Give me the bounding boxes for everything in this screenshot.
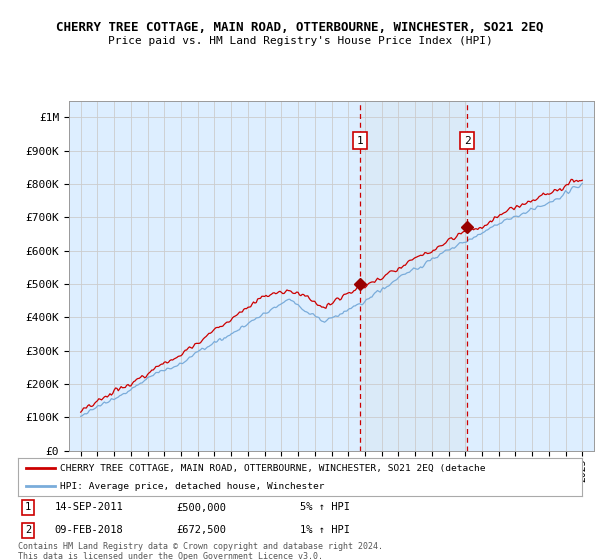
Text: Contains HM Land Registry data © Crown copyright and database right 2024.
This d: Contains HM Land Registry data © Crown c…: [18, 542, 383, 560]
Text: 09-FEB-2018: 09-FEB-2018: [55, 525, 124, 535]
Text: 5% ↑ HPI: 5% ↑ HPI: [300, 502, 350, 512]
Text: HPI: Average price, detached house, Winchester: HPI: Average price, detached house, Winc…: [60, 482, 325, 491]
Text: 1: 1: [25, 502, 31, 512]
Text: 1: 1: [357, 136, 364, 146]
Text: CHERRY TREE COTTAGE, MAIN ROAD, OTTERBOURNE, WINCHESTER, SO21 2EQ: CHERRY TREE COTTAGE, MAIN ROAD, OTTERBOU…: [56, 21, 544, 34]
Text: £500,000: £500,000: [176, 502, 226, 512]
Text: 1% ↑ HPI: 1% ↑ HPI: [300, 525, 350, 535]
Text: 2: 2: [25, 525, 31, 535]
Text: Price paid vs. HM Land Registry's House Price Index (HPI): Price paid vs. HM Land Registry's House …: [107, 36, 493, 46]
Text: £672,500: £672,500: [176, 525, 226, 535]
Bar: [360, 101, 467, 451]
Text: 2: 2: [464, 136, 470, 146]
Text: 14-SEP-2011: 14-SEP-2011: [55, 502, 124, 512]
Text: CHERRY TREE COTTAGE, MAIN ROAD, OTTERBOURNE, WINCHESTER, SO21 2EQ (detache: CHERRY TREE COTTAGE, MAIN ROAD, OTTERBOU…: [60, 464, 486, 473]
